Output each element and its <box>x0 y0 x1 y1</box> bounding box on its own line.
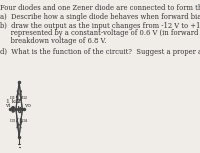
Text: breakdown voltage of 6.8 V.: breakdown voltage of 6.8 V. <box>0 37 107 45</box>
Text: D4: D4 <box>22 119 28 123</box>
Text: a)  Describe how a single diode behaves when forward biased.: a) Describe how a single diode behaves w… <box>0 13 200 21</box>
Text: vo: vo <box>24 103 31 108</box>
Text: Z: Z <box>17 99 21 104</box>
Text: b)  draw the output as the input changes from -12 V to +12 V.  Assume that all d: b) draw the output as the input changes … <box>0 22 200 30</box>
Text: D2: D2 <box>22 96 28 100</box>
Text: D1: D1 <box>10 96 16 100</box>
Text: Four diodes and one Zener diode are connected to form the circuit below.: Four diodes and one Zener diode are conn… <box>0 4 200 12</box>
Text: vi: vi <box>5 103 10 108</box>
Text: d)  What is the function of the circuit?  Suggest a proper application.: d) What is the function of the circuit? … <box>0 48 200 56</box>
Text: 1 kΩ: 1 kΩ <box>6 99 20 104</box>
Text: D3: D3 <box>10 119 16 123</box>
Text: represented by a constant-voltage of 0.6 V (in forward bias) and the Zener diode: represented by a constant-voltage of 0.6… <box>0 29 200 37</box>
